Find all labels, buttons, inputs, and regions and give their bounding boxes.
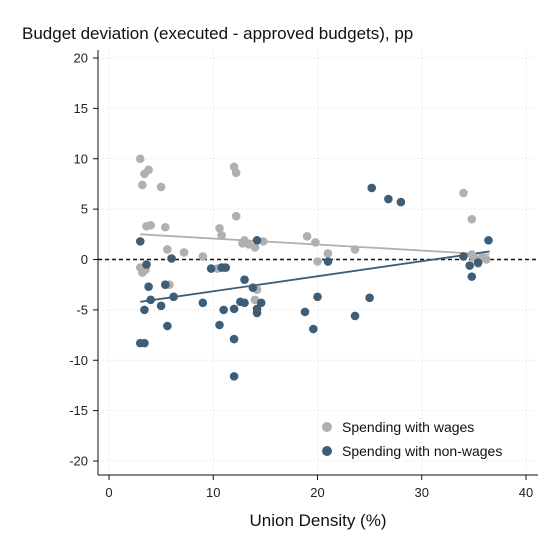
data-point-non-wages [309,325,318,334]
data-point-wages [467,215,476,224]
data-point-non-wages [161,280,170,289]
data-point-non-wages [136,237,145,246]
data-point-non-wages [207,264,216,273]
y-tick-label: 5 [81,202,88,217]
data-point-wages [136,154,145,163]
y-tick-label: -20 [69,454,88,469]
data-point-non-wages [467,272,476,281]
data-point-non-wages [230,335,239,344]
data-point-wages [311,238,320,247]
data-point-wages [180,248,189,257]
data-point-non-wages [144,282,153,291]
data-point-non-wages [465,261,474,270]
data-point-wages [157,183,166,192]
data-point-non-wages [257,299,266,308]
data-point-non-wages [163,322,172,331]
data-point-wages [467,250,476,259]
data-point-non-wages [140,306,149,315]
legend-marker-wages [322,422,332,432]
data-point-non-wages [301,308,310,317]
x-tick-label: 20 [310,485,324,500]
chart-title: Budget deviation (executed - approved bu… [22,24,413,43]
data-point-non-wages [215,321,224,330]
legend-marker-non-wages [322,446,332,456]
data-point-non-wages [140,339,149,348]
y-tick-label: -5 [76,302,88,317]
y-tick-label: -10 [69,353,88,368]
data-point-non-wages [240,275,249,284]
data-point-wages [324,249,333,258]
data-point-non-wages [384,195,393,204]
data-point-wages [217,231,226,240]
y-tick-label: 15 [74,101,88,116]
data-point-non-wages [169,292,178,301]
data-point-wages [313,257,322,266]
data-point-non-wages [157,302,166,311]
data-point-non-wages [313,292,322,301]
data-point-wages [161,223,170,232]
data-point-non-wages [459,252,468,261]
y-tick-label: 0 [81,252,88,267]
data-point-wages [146,221,155,230]
y-tick-label: -15 [69,403,88,418]
data-point-non-wages [324,257,333,266]
x-tick-label: 30 [415,485,429,500]
data-point-non-wages [230,372,239,381]
data-point-non-wages [249,283,258,292]
data-point-non-wages [142,260,151,269]
data-point-non-wages [474,258,483,267]
data-point-non-wages [367,184,376,193]
data-point-non-wages [365,293,374,302]
data-point-wages [459,189,468,198]
legend-label-non-wages: Spending with non-wages [342,443,502,459]
data-point-non-wages [230,305,239,314]
x-tick-label: 0 [105,485,112,500]
data-point-non-wages [484,236,493,245]
data-point-non-wages [253,309,262,318]
data-point-wages [138,268,147,277]
data-point-non-wages [240,299,249,308]
x-tick-label: 40 [519,485,533,500]
data-point-non-wages [253,236,262,245]
data-point-non-wages [199,299,208,308]
data-point-non-wages [397,198,406,207]
data-point-non-wages [221,263,230,272]
y-tick-label: 10 [74,151,88,166]
data-point-wages [199,252,208,261]
data-point-non-wages [351,312,360,321]
y-tick-label: 20 [74,51,88,66]
data-point-non-wages [219,306,228,315]
data-point-wages [232,169,241,178]
data-point-wages [351,245,360,254]
legend-label-wages: Spending with wages [342,419,474,435]
data-point-wages [163,245,172,254]
data-point-wages [138,181,147,190]
data-point-wages [303,232,312,241]
data-point-non-wages [146,296,155,305]
data-point-wages [232,212,241,221]
data-point-wages [144,166,153,175]
data-point-wages [482,255,491,264]
data-point-non-wages [167,254,176,263]
x-tick-label: 10 [206,485,220,500]
x-axis-title: Union Density (%) [250,511,387,530]
